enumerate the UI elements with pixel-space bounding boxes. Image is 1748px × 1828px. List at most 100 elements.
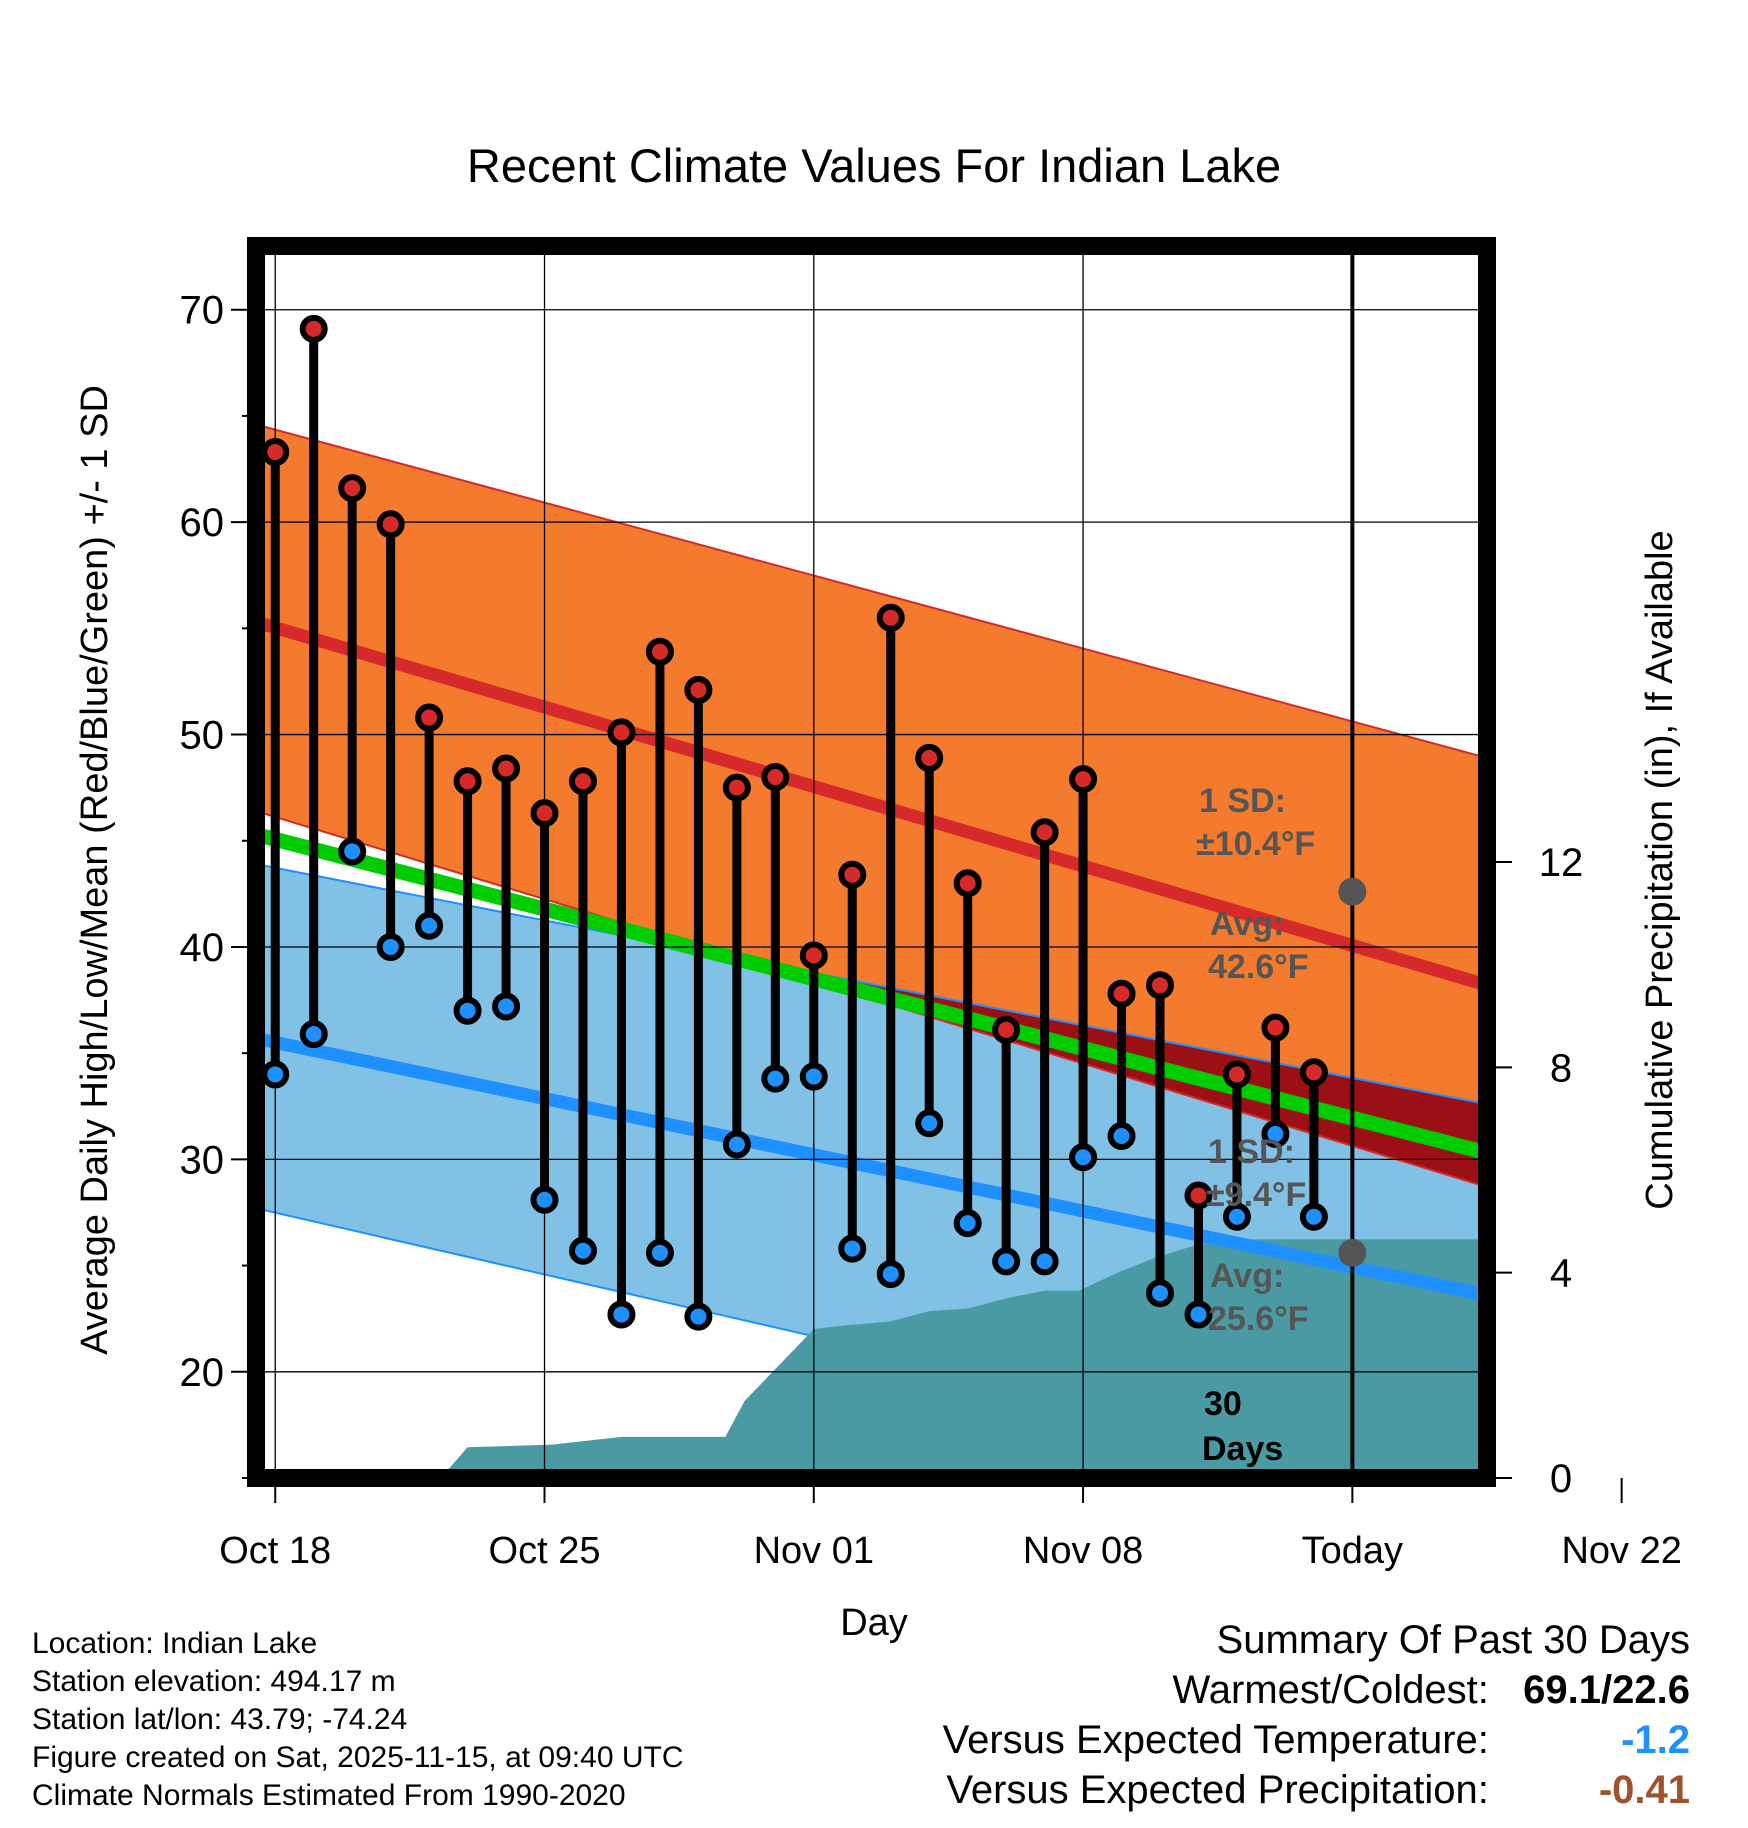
obs-low-point — [915, 1109, 944, 1138]
obs-high-point — [338, 474, 367, 503]
summary-panel: Summary Of Past 30 Days Warmest/Coldest:… — [943, 1615, 1690, 1815]
obs-high-point — [1222, 1060, 1251, 1089]
y2-tick-label: 0 — [1550, 1457, 1572, 1501]
avg-high-line — [256, 615, 1487, 992]
x-tick-label: Today — [1302, 1530, 1403, 1572]
y-tick-label: 20 — [180, 1351, 225, 1395]
y-axis-label: Average Daily High/Low/Mean (Red/Blue/Gr… — [74, 385, 116, 1355]
precip-departure-label: Versus Expected Precipitation: — [946, 1768, 1489, 1812]
obs-high-point — [722, 773, 751, 802]
summary-temp: Versus Expected Temperature: -1.2 — [943, 1715, 1690, 1765]
obs-high-point — [226, 611, 248, 633]
obs-high-point — [1184, 1181, 1213, 1210]
high-avg-label: Avg: — [1210, 905, 1284, 943]
obs-high-point — [415, 703, 444, 732]
window-label-count: 30 — [1204, 1385, 1242, 1423]
obs-high-point — [1107, 979, 1136, 1008]
plot-area — [226, 246, 1487, 1478]
avg-mean-line — [256, 827, 1487, 1161]
high-sd-value: ±10.4°F — [1196, 825, 1315, 863]
today-high-avg-marker — [1338, 877, 1367, 906]
obs-low-point — [376, 932, 405, 961]
obs-high-point — [607, 718, 636, 747]
obs-high-point — [1299, 1058, 1328, 1087]
obs-low-point — [1299, 1202, 1328, 1231]
y2-tick-label: 12 — [1539, 841, 1584, 885]
info-elevation: Station elevation: 494.17 m — [32, 1665, 396, 1698]
obs-high-point — [761, 763, 790, 792]
axes: 20 30 40 50 60 70 0 4 8 12 Oct 18 Oct 25 Nov 01 Nov 0… — [180, 237, 1682, 1572]
y-tick-label: 50 — [180, 714, 225, 758]
warm-cold-label: Warmest/Coldest: — [1172, 1668, 1489, 1712]
obs-high-point — [568, 767, 597, 796]
obs-low-point — [761, 1064, 790, 1093]
obs-low-point — [492, 992, 521, 1021]
low-sd-value: ±9.4°F — [1206, 1176, 1306, 1214]
y-tick-label: 40 — [180, 926, 225, 970]
annotations: 1 SD: ±10.4°F Avg: 42.6°F 1 SD: ±9.4°F A… — [1196, 782, 1315, 1468]
y-tick-label: 60 — [180, 501, 225, 545]
y2-tick-label: 4 — [1550, 1252, 1572, 1296]
obs-high-point — [530, 799, 559, 828]
temp-departure-label: Versus Expected Temperature: — [942, 1718, 1489, 1762]
obs-high-point — [838, 860, 867, 889]
obs-low-point — [530, 1185, 559, 1214]
obs-low-point — [1261, 1119, 1290, 1148]
summary-heading: Summary Of Past 30 Days — [1216, 1618, 1690, 1662]
high-plus-sd-line — [256, 423, 1487, 759]
obs-low-point — [799, 1062, 828, 1091]
y-tick-label: 70 — [180, 289, 225, 333]
obs-high-point — [645, 637, 674, 666]
window-label-unit: Days — [1202, 1430, 1283, 1468]
obs-low-point — [838, 1234, 867, 1263]
y2-tick-label: 8 — [1550, 1046, 1572, 1090]
obs-low-point — [876, 1260, 905, 1289]
x-tick-label: Nov 01 — [754, 1530, 874, 1572]
plot-content — [226, 246, 1487, 1478]
obs-low-point — [1222, 1202, 1251, 1231]
obs-high-point — [261, 438, 290, 467]
x-tick-label: Nov 08 — [1023, 1530, 1143, 1572]
station-info: Location: Indian Lake Station elevation:… — [32, 1625, 684, 1815]
avg-low-line — [256, 1031, 1487, 1302]
low-sd-label: 1 SD: — [1208, 1133, 1295, 1171]
obs-high-point — [1146, 971, 1175, 1000]
high-sd-label: 1 SD: — [1199, 782, 1286, 820]
obs-low-point — [1030, 1247, 1059, 1276]
obs-low-point — [226, 1252, 248, 1274]
summary-precip: Versus Expected Precipitation: -0.41 — [943, 1765, 1690, 1815]
obs-low-point — [992, 1247, 1021, 1276]
high-avg-value: 42.6°F — [1208, 948, 1309, 986]
obs-high-point — [953, 869, 982, 898]
obs-low-point — [338, 837, 367, 866]
y-tick-label: 30 — [180, 1138, 225, 1182]
obs-low-point — [1146, 1279, 1175, 1308]
info-location: Location: Indian Lake — [32, 1627, 318, 1660]
temp-departure-value: -1.2 — [1621, 1718, 1690, 1762]
obs-high-point — [1261, 1013, 1290, 1042]
obs-low-point — [953, 1209, 982, 1238]
obs-low-point — [299, 1020, 328, 1049]
info-normals: Climate Normals Estimated From 1990-2020 — [32, 1779, 626, 1812]
obs-high-point — [492, 754, 521, 783]
x-tick-label: Oct 25 — [489, 1530, 601, 1572]
low-avg-label: Avg: — [1210, 1257, 1284, 1295]
obs-high-point — [799, 941, 828, 970]
obs-low-point — [607, 1300, 636, 1329]
obs-low-point — [1107, 1122, 1136, 1151]
x-tick-label: Nov 22 — [1561, 1530, 1681, 1572]
low-avg-value: 25.6°F — [1208, 1300, 1309, 1338]
obs-high-point — [453, 767, 482, 796]
obs-low-point — [1069, 1143, 1098, 1172]
obs-low-point — [453, 996, 482, 1025]
y2-axis-label: Cumulative Precipitation (in), If Availa… — [1639, 530, 1681, 1209]
summary-warm-cold: Warmest/Coldest: 69.1/22.6 — [943, 1665, 1691, 1715]
x-axis-label: Day — [840, 1602, 908, 1644]
obs-high-point — [1069, 765, 1098, 794]
obs-low-point — [645, 1238, 674, 1267]
chart-title: Recent Climate Values For Indian Lake — [467, 139, 1281, 192]
warm-cold-value: 69.1/22.6 — [1523, 1668, 1690, 1712]
info-latlon: Station lat/lon: 43.79; -74.24 — [32, 1703, 408, 1736]
precip-departure-value: -0.41 — [1598, 1768, 1690, 1812]
